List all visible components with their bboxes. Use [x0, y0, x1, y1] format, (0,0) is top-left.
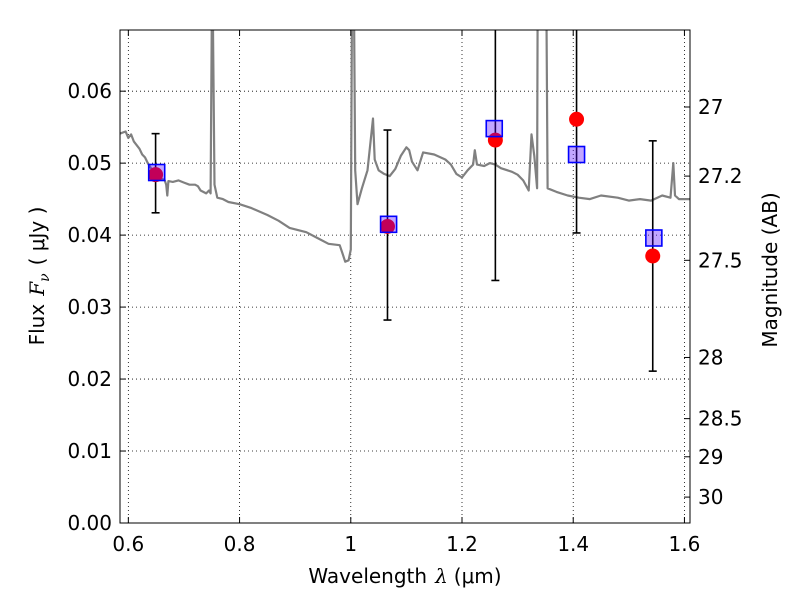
observed-point	[379, 218, 395, 234]
y2-tick-label: 30	[698, 485, 723, 509]
x-tick-label: 1.4	[557, 532, 589, 556]
y2-tick-label: 27	[698, 95, 723, 119]
model-point-fill	[148, 164, 165, 181]
y2-tick-label: 27.5	[698, 248, 743, 272]
y-tick-label: 0.05	[67, 151, 112, 175]
model-point	[147, 163, 166, 182]
model-point-fill	[380, 216, 397, 233]
y-tick-label: 0.01	[67, 439, 112, 463]
axes: 0.6 0.8 1 1.2 1.4 1.6 0.00 0.01 0.02 0.03 0.04 0.05…	[67, 30, 743, 556]
right-axis-label: Magnitude (AB)	[758, 192, 782, 347]
observed-point	[569, 111, 585, 127]
x-tick-label: 0.8	[224, 532, 256, 556]
y-tick-label: 0.00	[67, 511, 112, 535]
observed-point	[148, 167, 164, 183]
model-point	[645, 229, 663, 247]
model-point-fill	[568, 146, 585, 163]
y-axis-label: FluxFν( μJy )	[25, 207, 53, 346]
model-point	[567, 145, 586, 164]
observed-point	[645, 248, 661, 264]
plot-content	[120, 30, 690, 372]
model-point-fill	[645, 229, 662, 246]
plot-background	[120, 30, 690, 523]
y-tick-label: 0.03	[67, 295, 112, 319]
x-tick-label: 1	[344, 532, 357, 556]
model-point	[485, 119, 504, 138]
y2-tick-label: 27.2	[698, 164, 743, 188]
y2-tick-label: 28.5	[698, 407, 743, 431]
y2-tick-label: 29	[698, 445, 723, 469]
plot-frame	[119, 29, 691, 524]
model-sed-line	[120, 30, 690, 263]
model-point-fill	[486, 120, 503, 137]
y-tick-label: 0.02	[67, 367, 112, 391]
x-axis-label: Wavelength λ (μm)	[308, 564, 501, 588]
model-point	[379, 215, 398, 234]
x-tick-label: 0.6	[112, 532, 144, 556]
x-tick-label: 1.6	[669, 532, 701, 556]
y2-tick-label: 28	[698, 345, 723, 369]
y-tick-label: 0.06	[67, 79, 112, 103]
x-tick-label: 1.2	[446, 532, 478, 556]
y-tick-label: 0.04	[67, 223, 112, 247]
